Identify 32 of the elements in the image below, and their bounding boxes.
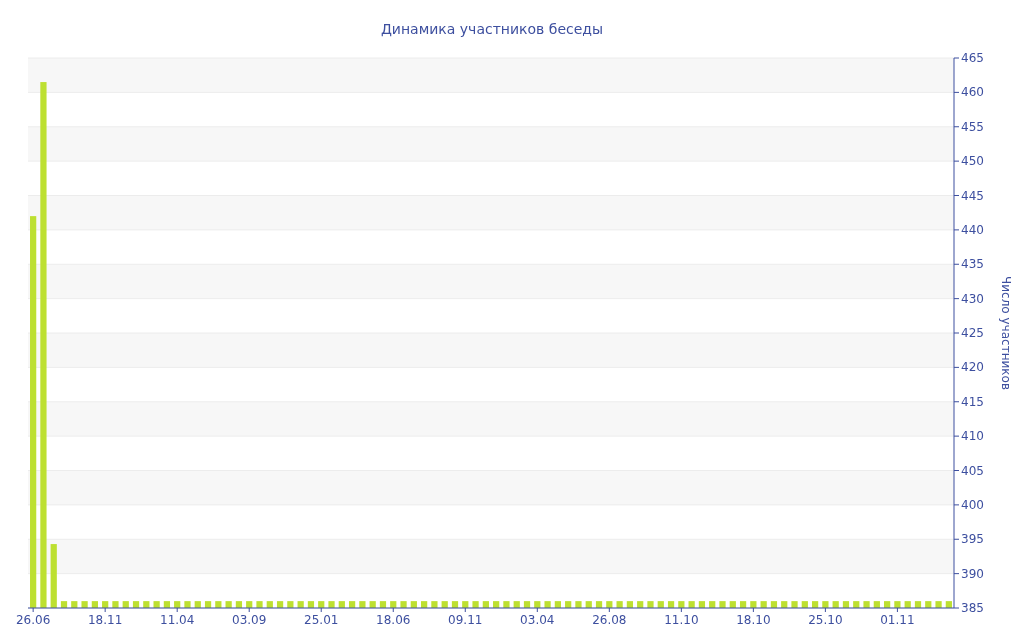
x-tick-label: 09.11 bbox=[448, 613, 483, 627]
y-tick-label: 410 bbox=[961, 429, 984, 444]
x-tick-label: 18.10 bbox=[736, 613, 771, 627]
x-tick-label: 11.04 bbox=[160, 613, 195, 627]
y-tick-label: 465 bbox=[961, 51, 984, 65]
x-tick-label: 01.11 bbox=[880, 613, 915, 627]
x-tick-label: 26.08 bbox=[592, 613, 627, 627]
x-tick-label: 18.11 bbox=[87, 613, 123, 627]
y-tick-label: 455 bbox=[961, 119, 984, 134]
y-tick-label: 425 bbox=[961, 326, 984, 340]
y-tick-label: 435 bbox=[961, 257, 984, 272]
y-tick-label: 460 bbox=[961, 85, 984, 100]
x-tick-label: 25.10 bbox=[808, 613, 843, 627]
y-tick-label: 415 bbox=[961, 394, 984, 409]
chart-title: Динамика участников беседы bbox=[380, 21, 604, 37]
y-tick-label: 450 bbox=[961, 154, 984, 169]
y-axis-title: Число участников bbox=[999, 276, 1013, 390]
x-tick-label: 11.10 bbox=[664, 613, 699, 627]
x-tick-label: 26.06 bbox=[15, 613, 51, 627]
x-tick-label: 18.06 bbox=[376, 613, 411, 627]
y-tick-label: 400 bbox=[961, 497, 984, 512]
y-tick-label: 440 bbox=[961, 222, 984, 237]
y-tick-label: 395 bbox=[961, 532, 984, 547]
y-tick-label: 445 bbox=[961, 188, 984, 203]
y-tick-label: 420 bbox=[961, 360, 984, 375]
x-tick-label: 25.01 bbox=[304, 613, 339, 627]
x-tick-label: 03.09 bbox=[232, 613, 267, 627]
x-tick-label: 03.04 bbox=[520, 613, 555, 627]
y-tick-label: 390 bbox=[961, 566, 984, 581]
y-tick-label: 385 bbox=[961, 601, 984, 615]
y-tick-label: 430 bbox=[961, 291, 984, 306]
y-tick-label: 405 bbox=[961, 463, 984, 478]
